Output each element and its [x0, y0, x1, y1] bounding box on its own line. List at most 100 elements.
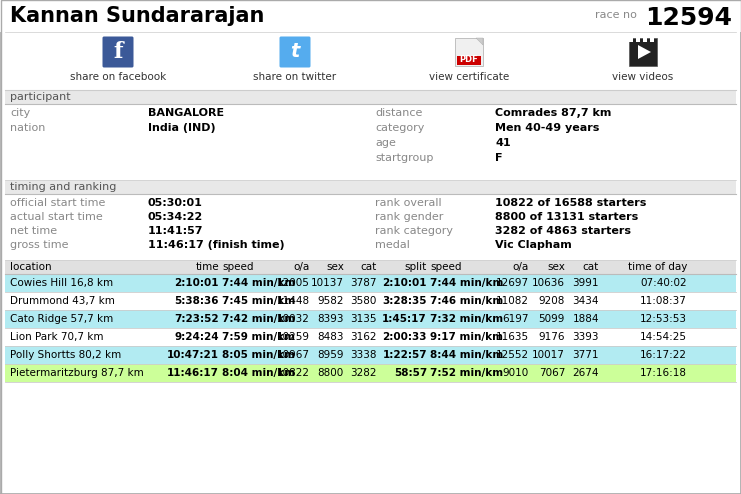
- Text: 11448: 11448: [277, 296, 310, 306]
- Text: view videos: view videos: [612, 72, 674, 82]
- Text: sex: sex: [547, 262, 565, 272]
- Text: Vic Clapham: Vic Clapham: [495, 240, 572, 250]
- Text: 11:46:17: 11:46:17: [167, 368, 219, 378]
- Text: 11635: 11635: [496, 332, 529, 342]
- Text: 3991: 3991: [573, 278, 599, 288]
- Text: 2:10:01: 2:10:01: [174, 278, 219, 288]
- Text: medal: medal: [375, 240, 410, 250]
- Text: Cato Ridge 57,7 km: Cato Ridge 57,7 km: [10, 314, 113, 324]
- Bar: [5, 90, 736, 104]
- Text: 1884: 1884: [573, 314, 599, 324]
- Text: 3162: 3162: [350, 332, 377, 342]
- Bar: [5, 292, 736, 310]
- Text: 11:08:37: 11:08:37: [640, 296, 687, 306]
- Text: 11082: 11082: [496, 296, 529, 306]
- Text: 12594: 12594: [645, 6, 732, 30]
- Bar: [629, 38, 633, 42]
- Text: 3338: 3338: [350, 350, 377, 360]
- Text: o/a: o/a: [513, 262, 529, 272]
- Text: 12697: 12697: [496, 278, 529, 288]
- Bar: [636, 38, 640, 42]
- Text: 12:53:53: 12:53:53: [640, 314, 687, 324]
- Bar: [5, 180, 736, 194]
- Text: 2674: 2674: [573, 368, 599, 378]
- Text: 5099: 5099: [539, 314, 565, 324]
- Text: 7:44 min/km: 7:44 min/km: [222, 278, 296, 288]
- Text: t: t: [290, 42, 299, 61]
- Text: participant: participant: [10, 92, 70, 102]
- Text: 7:46 min/km: 7:46 min/km: [430, 296, 503, 306]
- Text: BANGALORE: BANGALORE: [148, 108, 224, 118]
- Text: sex: sex: [326, 262, 344, 272]
- Text: 9582: 9582: [317, 296, 344, 306]
- Text: F: F: [495, 153, 502, 163]
- Bar: [457, 56, 481, 65]
- Bar: [5, 260, 736, 274]
- Text: rank gender: rank gender: [375, 212, 443, 222]
- Text: category: category: [375, 123, 425, 133]
- Text: age: age: [375, 138, 396, 148]
- Text: 41: 41: [495, 138, 511, 148]
- Polygon shape: [638, 45, 651, 59]
- Text: share on facebook: share on facebook: [70, 72, 166, 82]
- Text: 07:40:02: 07:40:02: [640, 278, 687, 288]
- Text: speed: speed: [222, 262, 253, 272]
- Text: 7:42 min/km: 7:42 min/km: [222, 314, 295, 324]
- Text: rank overall: rank overall: [375, 198, 442, 208]
- Text: 8800: 8800: [318, 368, 344, 378]
- Text: 10137: 10137: [311, 278, 344, 288]
- Text: Drummond 43,7 km: Drummond 43,7 km: [10, 296, 115, 306]
- Text: 7:45 min/km: 7:45 min/km: [222, 296, 295, 306]
- Text: 11:41:57: 11:41:57: [148, 226, 204, 236]
- Text: timing and ranking: timing and ranking: [10, 182, 116, 192]
- Text: o/a: o/a: [293, 262, 310, 272]
- Bar: [650, 38, 654, 42]
- Text: 1:22:57: 1:22:57: [382, 350, 427, 360]
- Text: city: city: [10, 108, 30, 118]
- Text: 3135: 3135: [350, 314, 377, 324]
- Text: 05:30:01: 05:30:01: [148, 198, 203, 208]
- Text: 8:05 min/km: 8:05 min/km: [222, 350, 295, 360]
- Text: 3771: 3771: [573, 350, 599, 360]
- Text: 8483: 8483: [317, 332, 344, 342]
- Bar: [5, 328, 736, 346]
- Text: 7:32 min/km: 7:32 min/km: [430, 314, 503, 324]
- Bar: [5, 346, 736, 364]
- Text: 9:17 min/km: 9:17 min/km: [430, 332, 503, 342]
- Text: 12005: 12005: [277, 278, 310, 288]
- Text: 6197: 6197: [502, 314, 529, 324]
- Text: 7:52 min/km: 7:52 min/km: [430, 368, 503, 378]
- Text: 14:54:25: 14:54:25: [640, 332, 687, 342]
- Text: actual start time: actual start time: [10, 212, 103, 222]
- Text: cat: cat: [582, 262, 599, 272]
- Text: Pietermaritzburg 87,7 km: Pietermaritzburg 87,7 km: [10, 368, 144, 378]
- Bar: [5, 310, 736, 328]
- Text: net time: net time: [10, 226, 57, 236]
- Text: 3787: 3787: [350, 278, 377, 288]
- Text: time of day: time of day: [628, 262, 687, 272]
- Text: 8959: 8959: [317, 350, 344, 360]
- Text: 7:44 min/km: 7:44 min/km: [430, 278, 503, 288]
- Text: 58:57: 58:57: [393, 368, 427, 378]
- Text: Cowies Hill 16,8 km: Cowies Hill 16,8 km: [10, 278, 113, 288]
- Text: 10259: 10259: [277, 332, 310, 342]
- Text: 3434: 3434: [573, 296, 599, 306]
- Bar: [629, 38, 657, 66]
- Text: share on twitter: share on twitter: [253, 72, 336, 82]
- Text: 11:46:17 (finish time): 11:46:17 (finish time): [148, 240, 285, 250]
- Text: 9010: 9010: [502, 368, 529, 378]
- Text: 3580: 3580: [350, 296, 377, 306]
- Text: 10017: 10017: [532, 350, 565, 360]
- Text: 8800 of 13131 starters: 8800 of 13131 starters: [495, 212, 638, 222]
- Text: India (IND): India (IND): [148, 123, 216, 133]
- Bar: [455, 38, 483, 66]
- Bar: [643, 38, 647, 42]
- Text: 3:28:35: 3:28:35: [382, 296, 427, 306]
- Text: 5:38:36: 5:38:36: [174, 296, 219, 306]
- Polygon shape: [476, 38, 483, 45]
- Text: 1:45:17: 1:45:17: [382, 314, 427, 324]
- Text: startgroup: startgroup: [375, 153, 433, 163]
- Text: 12552: 12552: [496, 350, 529, 360]
- Text: cat: cat: [361, 262, 377, 272]
- Text: Lion Park 70,7 km: Lion Park 70,7 km: [10, 332, 104, 342]
